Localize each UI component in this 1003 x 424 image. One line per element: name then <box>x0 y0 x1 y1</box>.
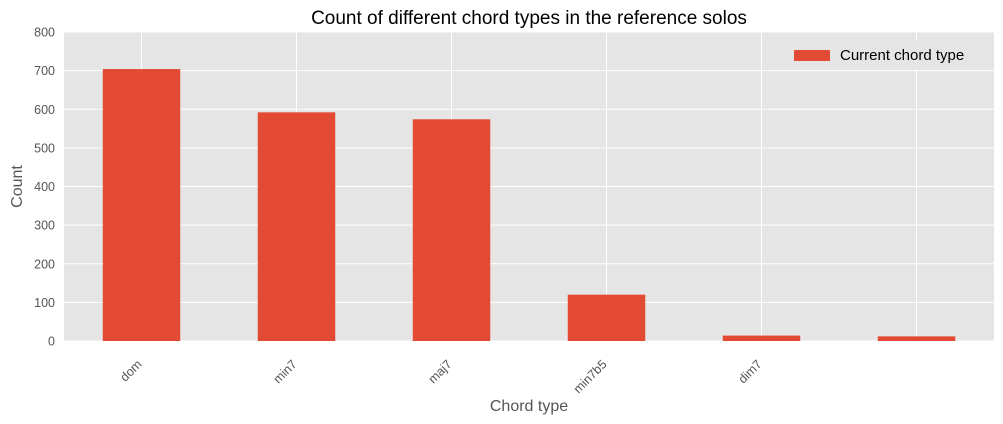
y-tick-label: 800 <box>34 26 55 40</box>
y-tick-label: 500 <box>34 141 55 155</box>
x-tick-label: min7b5 <box>571 357 610 396</box>
y-tick-label: 200 <box>34 257 55 271</box>
x-tick-label: maj7 <box>426 357 455 386</box>
y-tick-label: 100 <box>34 296 55 310</box>
bar-min7 <box>257 112 336 341</box>
bar-min7b5 <box>567 294 646 341</box>
y-tick-label: 700 <box>34 64 55 78</box>
y-axis-label: Count <box>9 165 26 208</box>
x-tick-label: min7 <box>271 357 300 386</box>
y-tick-label: 400 <box>34 180 55 194</box>
chart-title: Count of different chord types in the re… <box>311 8 747 29</box>
legend-swatch <box>794 50 830 61</box>
bars <box>102 69 956 341</box>
bar-unlabeled <box>877 336 956 341</box>
legend: Current chord type <box>788 41 985 69</box>
y-tick-label: 0 <box>48 335 55 349</box>
legend-label: Current chord type <box>840 47 964 64</box>
bar-maj7 <box>412 119 491 341</box>
x-tick-label: dim7 <box>736 357 765 386</box>
y-tick-label: 300 <box>34 219 55 233</box>
x-axis-label: Chord type <box>490 398 568 415</box>
bar-dim7 <box>722 335 801 341</box>
y-tick-label: 600 <box>34 103 55 117</box>
bar-dom <box>102 69 181 341</box>
y-axis-ticks: 0 100 200 300 400 500 600 700 800 <box>34 26 55 349</box>
x-axis-ticks: dom min7 maj7 min7b5 dim7 <box>118 357 765 396</box>
x-tick-label: dom <box>118 357 145 384</box>
